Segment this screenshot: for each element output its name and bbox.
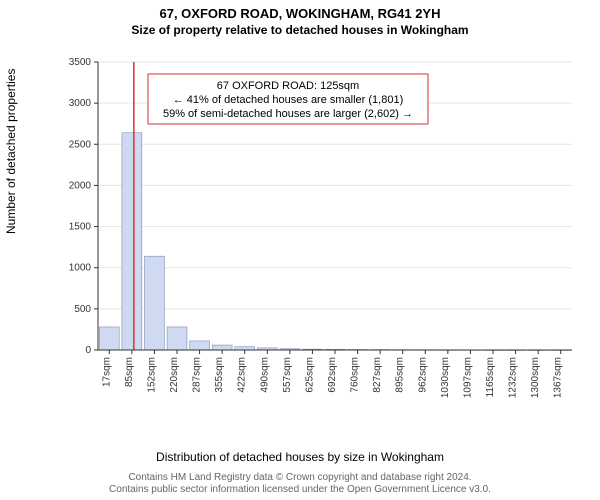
x-tick-label: 692sqm [327,357,338,393]
x-tick-label: 355sqm [214,357,225,393]
x-tick-label: 1097sqm [462,357,473,398]
footer-line1: Contains HM Land Registry data © Crown c… [0,472,600,484]
y-tick-label: 3500 [69,57,92,68]
y-tick-label: 1000 [69,263,92,274]
y-tick-label: 2500 [69,139,92,150]
y-axis-label: Number of detached properties [4,69,18,234]
histogram-svg: 0 500 1000 1500 2000 2500 3000 3500 17sqm 85sqm 15… [60,54,580,414]
annotation-line: 67 OXFORD ROAD: 125sqm [217,80,359,92]
annotation-line: 59% of semi-detached houses are larger (… [163,108,413,120]
x-tick-label: 962sqm [417,357,428,393]
bar [144,256,164,350]
y-tick-label: 500 [74,304,91,315]
y-tick-label: 3000 [69,98,92,109]
x-tick-label: 1030sqm [440,357,451,398]
x-tick-label: 1367sqm [553,357,564,398]
y-tick-label: 2000 [69,180,92,191]
bar [212,345,232,350]
page-title: 67, OXFORD ROAD, WOKINGHAM, RG41 2YH [0,0,600,21]
x-tick-label: 1300sqm [530,357,541,398]
annotation-line: ← 41% of detached houses are smaller (1,… [173,94,404,106]
x-tick-label: 1165sqm [485,357,496,397]
x-tick-label: 287sqm [192,357,203,393]
bar [122,133,142,350]
x-tick-label: 1232sqm [508,357,519,398]
chart-area: 0 500 1000 1500 2000 2500 3000 3500 17sqm 85sqm 15… [60,54,580,414]
x-tick-label: 17sqm [101,357,112,387]
bar [99,327,119,350]
x-tick-label: 760sqm [350,357,361,393]
footer-attribution: Contains HM Land Registry data © Crown c… [0,472,600,496]
x-tick-label: 895sqm [395,357,406,393]
x-tick-label: 490sqm [259,357,270,393]
x-axis-label: Distribution of detached houses by size … [0,450,600,464]
x-tick-label: 422sqm [237,357,248,393]
page-subtitle: Size of property relative to detached ho… [0,21,600,37]
x-tick-label: 557sqm [282,357,293,393]
y-tick-label: 1500 [69,222,92,233]
bar [167,327,187,350]
x-tick-label: 220sqm [169,357,180,393]
x-tick-label: 152sqm [146,357,157,393]
x-tick-label: 85sqm [124,357,135,387]
chart-container: 67, OXFORD ROAD, WOKINGHAM, RG41 2YH Siz… [0,0,600,500]
bar [190,341,210,350]
x-tick-label: 625sqm [304,357,315,393]
footer-line2: Contains public sector information licen… [0,484,600,496]
x-tick-label: 827sqm [372,357,383,393]
y-tick-label: 0 [85,345,91,356]
